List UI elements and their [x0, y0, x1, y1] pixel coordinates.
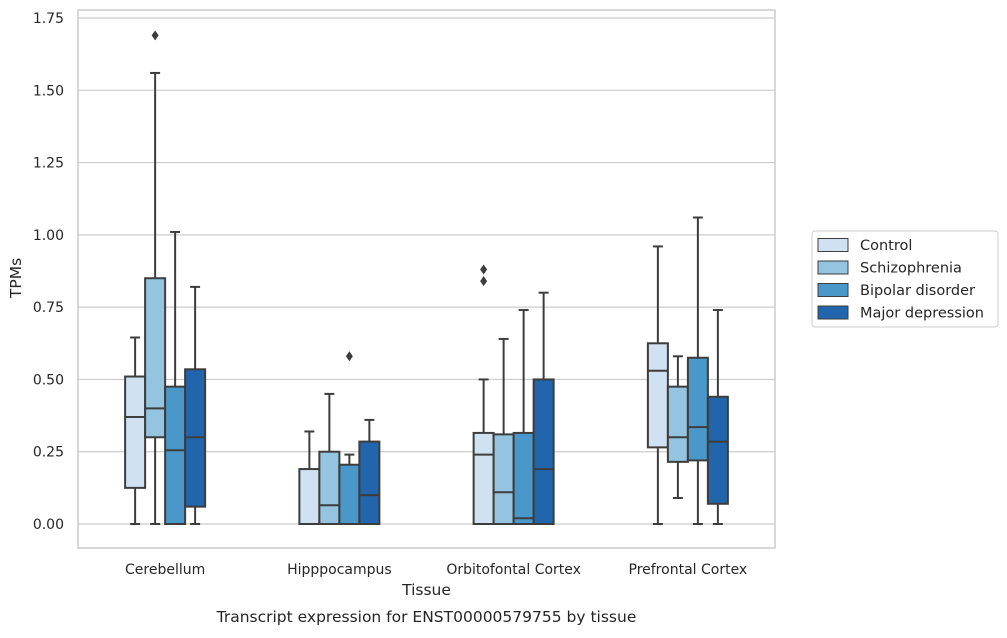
box-major-depression — [184, 285, 207, 525]
legend: Control Schizophrenia Bipolar disorder Majo… — [811, 230, 999, 328]
x-tick-label: Prefrontal Cortex — [629, 562, 748, 578]
y-tick-label: 1.50 — [33, 83, 64, 99]
legend-swatch — [817, 260, 849, 275]
outlier-point — [151, 30, 159, 41]
x-tick-label: Orbitofontal Cortex — [446, 562, 581, 578]
y-tick-label: 0.00 — [33, 517, 64, 533]
box-body — [666, 385, 689, 463]
y-tick-label: 1.00 — [33, 228, 64, 244]
box-schizophrenia — [666, 355, 689, 499]
box-control — [124, 336, 147, 525]
box-body — [338, 463, 361, 525]
y-tick-labels: 0.00 0.25 0.50 0.75 1.00 1.25 1.50 1.75 — [33, 11, 64, 533]
box-body — [124, 375, 147, 489]
box-body — [318, 450, 341, 525]
box-body — [532, 378, 555, 525]
plot-border — [77, 9, 776, 549]
box-body — [298, 468, 321, 525]
box-control — [646, 245, 669, 525]
legend-frame — [811, 230, 999, 328]
legend-label: Major depression — [860, 306, 984, 322]
boxes-layer — [124, 30, 729, 526]
y-tick-label: 0.25 — [33, 445, 64, 461]
legend-label: Schizophrenia — [860, 261, 962, 277]
box-body — [512, 431, 535, 525]
y-tick-label: 0.50 — [33, 372, 64, 388]
box-body — [358, 440, 381, 525]
box-body — [706, 395, 729, 505]
chart-caption: Transcript expression for ENST0000057975… — [216, 608, 637, 626]
box-bipolar-disorder — [686, 216, 709, 525]
outlier-point — [480, 276, 488, 287]
legend-label: Control — [860, 238, 912, 254]
box-body — [686, 356, 709, 462]
box-control — [298, 430, 321, 525]
box-major-depression — [358, 418, 381, 525]
box-schizophrenia — [492, 337, 515, 526]
box-body — [646, 342, 669, 449]
outlier-point — [345, 351, 353, 362]
box-major-depression — [532, 291, 555, 525]
legend-swatch — [817, 238, 849, 252]
x-tick-label: Hipppocampus — [287, 562, 392, 578]
y-tick-label: 1.25 — [33, 156, 64, 172]
x-tick-label: Cerebellum — [125, 562, 205, 578]
plot-frame — [77, 9, 776, 549]
box-body — [492, 433, 515, 526]
outlier-point — [480, 264, 488, 275]
box-body — [164, 385, 187, 526]
y-tick-label: 1.75 — [33, 11, 64, 27]
box-bipolar-disorder — [338, 351, 361, 525]
x-axis-label: Tissue — [401, 581, 451, 599]
legend-swatch — [817, 283, 849, 297]
y-tick-label: 0.75 — [33, 300, 64, 316]
box-bipolar-disorder — [512, 309, 535, 525]
legend-entries: Control Schizophrenia Bipolar disorder Majo… — [817, 238, 984, 322]
legend-swatch — [817, 305, 849, 320]
y-axis-label: TPMs — [7, 258, 25, 299]
box-control — [472, 264, 495, 525]
box-schizophrenia — [144, 30, 167, 525]
x-tick-labels: Cerebellum Hipppocampus Orbitofontal Corte… — [125, 562, 747, 578]
box-body — [144, 277, 167, 439]
legend-label: Bipolar disorder — [860, 283, 975, 299]
box-bipolar-disorder — [164, 230, 187, 526]
box-body — [472, 431, 495, 525]
box-major-depression — [706, 309, 729, 525]
box-schizophrenia — [318, 392, 341, 525]
